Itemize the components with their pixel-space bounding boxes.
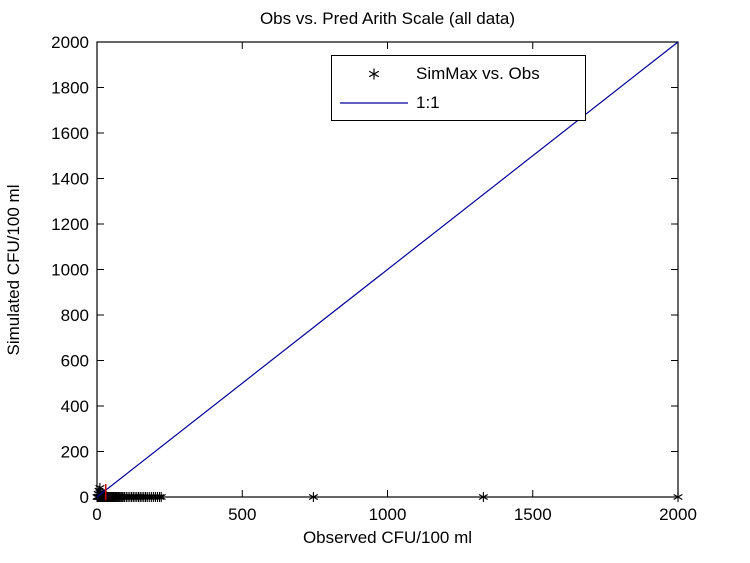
y-tick-label: 600 xyxy=(61,352,89,371)
data-point xyxy=(673,492,683,502)
y-tick-label: 400 xyxy=(61,397,89,416)
chart-title: Obs vs. Pred Arith Scale (all data) xyxy=(259,9,516,28)
y-tick-label: 2000 xyxy=(51,33,89,52)
y-tick-label: 1600 xyxy=(51,124,89,143)
legend: SimMax vs. Obs 1:1 xyxy=(331,55,586,121)
legend-label-simmax: SimMax vs. Obs xyxy=(416,63,540,83)
y-tick-label: 1400 xyxy=(51,170,89,189)
x-tick-label: 500 xyxy=(228,505,256,524)
y-tick-label: 200 xyxy=(61,443,89,462)
data-point xyxy=(154,492,165,502)
line-sample-icon xyxy=(340,101,408,104)
legend-marker-cell xyxy=(332,101,416,105)
y-tick-label: 1200 xyxy=(51,215,89,234)
legend-entry-simmax: SimMax vs. Obs xyxy=(332,59,585,88)
data-point xyxy=(152,492,163,502)
x-tick-label: 1000 xyxy=(369,505,407,524)
x-tick-label: 2000 xyxy=(659,505,697,524)
x-tick-label: 0 xyxy=(92,505,101,524)
legend-marker-cell xyxy=(332,67,416,81)
data-point xyxy=(478,492,488,502)
x-axis-label: Observed CFU/100 ml xyxy=(302,528,473,547)
y-tick-label: 1000 xyxy=(51,261,89,280)
data-point xyxy=(308,492,319,502)
legend-label-one-to-one: 1:1 xyxy=(416,92,440,112)
data-point xyxy=(156,492,166,502)
legend-entry-one-to-one: 1:1 xyxy=(332,88,585,117)
y-tick-label: 0 xyxy=(80,488,89,507)
y-tick-label: 1800 xyxy=(51,79,89,98)
asterisk-marker-icon xyxy=(368,68,380,79)
y-tick-label: 800 xyxy=(61,306,89,325)
x-tick-label: 1500 xyxy=(514,505,552,524)
